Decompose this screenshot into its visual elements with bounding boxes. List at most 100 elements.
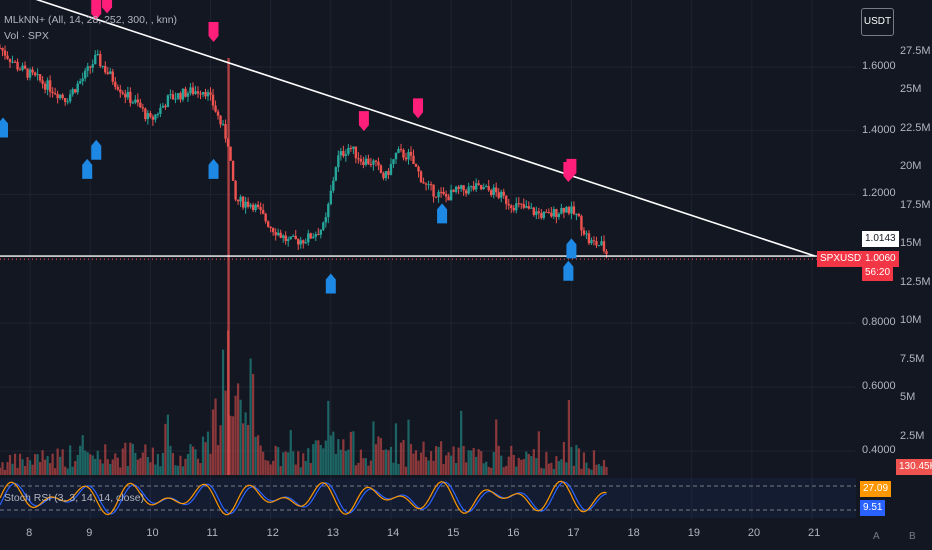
currency-button[interactable]: USDT [861, 8, 894, 36]
candle-body [447, 196, 450, 201]
corner-label-a[interactable]: A [873, 531, 880, 542]
volume-bar [367, 465, 370, 475]
volume-bar [572, 465, 576, 475]
volume-bar [560, 459, 563, 475]
volume-bar [527, 453, 530, 475]
volume-bar [194, 449, 197, 475]
candle-body [427, 184, 430, 186]
x-tick-label-10: 10 [146, 527, 159, 539]
candle-body [21, 65, 24, 70]
candle-body [271, 227, 275, 233]
volume-bar [525, 451, 528, 475]
candle-body [309, 233, 312, 239]
candle-body [294, 235, 297, 240]
stoch-d-tag: 9.51 [860, 500, 886, 516]
volume-bar [214, 398, 217, 475]
candle-body [372, 160, 375, 165]
volume-bar [587, 468, 591, 475]
candle-body [0, 47, 2, 49]
volume-bar [542, 468, 545, 475]
volume-tick-label-2.5M: 2.5M [900, 429, 925, 442]
candle-body [592, 240, 596, 242]
candle-body [36, 74, 39, 76]
candle-body [109, 71, 112, 74]
volume-bars [0, 58, 608, 475]
candle-body [166, 95, 170, 108]
candle-body [417, 166, 420, 172]
volume-bar [369, 460, 373, 475]
candle-body [322, 222, 325, 230]
candle-body [374, 160, 378, 162]
candle-body [527, 206, 531, 209]
candle-body [520, 203, 523, 205]
indicator-stoch-label[interactable]: Stoch RSI (3, 3, 14, 14, close) [4, 492, 145, 504]
volume-bar [259, 445, 262, 475]
candle-body [116, 86, 119, 90]
volume-bar [101, 463, 104, 475]
indicator-mlknn-label[interactable]: MLkNN+ (All, 14, 28, 252, 300, , knn) [4, 14, 178, 26]
candle-body [379, 165, 383, 173]
candle-body [18, 69, 22, 71]
candle-body [139, 102, 142, 108]
volume-bar [134, 452, 137, 475]
candle-body [111, 71, 114, 82]
candle-body [492, 187, 495, 196]
candle-body [334, 167, 338, 181]
volume-bar [322, 448, 325, 475]
volume-bar [387, 450, 390, 475]
candle-body [602, 241, 606, 252]
candle-body [23, 65, 27, 69]
candle-body [329, 190, 333, 205]
volume-bar [221, 349, 225, 475]
volume-bar [394, 423, 398, 475]
volume-bar [161, 452, 165, 475]
candle-body [505, 195, 508, 204]
candle-body [91, 64, 94, 68]
volume-bar [419, 452, 423, 475]
volume-bar [342, 439, 345, 475]
buy-signal-marker [566, 238, 577, 259]
candle-body [221, 124, 225, 126]
volume-bar [282, 452, 285, 475]
sell-signal-marker [102, 0, 113, 14]
volume-bar [196, 458, 200, 475]
candle-body [159, 107, 162, 114]
volume-bar [61, 449, 64, 475]
candle-body [234, 180, 237, 200]
volume-tick-label-12.5M: 12.5M [900, 275, 931, 288]
stoch-k-line [0, 480, 607, 516]
candle-body [292, 235, 295, 237]
volume-bar [537, 431, 540, 475]
price-tick-label-0.4000: 0.4000 [862, 444, 896, 456]
volume-bar [136, 459, 139, 475]
price-tick-label-0.6000: 0.6000 [862, 380, 896, 392]
volume-bar [206, 431, 210, 475]
volume-bar [427, 460, 430, 475]
volume-bar [580, 468, 583, 475]
volume-bar [211, 409, 215, 475]
volume-bar [69, 445, 72, 475]
volume-tick-label-10M: 10M [900, 314, 922, 326]
volume-bar [274, 445, 277, 475]
volume-bar [377, 436, 380, 475]
volume-bar [277, 447, 280, 475]
indicator-volume-label[interactable]: Vol · SPX [4, 30, 49, 42]
corner-label-b[interactable]: B [909, 531, 916, 542]
volume-bar [191, 446, 195, 475]
volume-bar [284, 451, 287, 475]
candle-body [367, 158, 370, 165]
volume-bar [600, 466, 603, 475]
volume-bar [299, 467, 302, 475]
volume-bar [28, 460, 32, 475]
candle-body [517, 203, 520, 205]
volume-tick-label-15M: 15M [900, 237, 922, 249]
candle-body [552, 209, 556, 217]
candle-body [377, 161, 380, 166]
volume-bar [66, 468, 69, 475]
volume-bar [480, 451, 483, 475]
candle-body [96, 53, 99, 55]
volume-bar [535, 458, 538, 475]
candle-body [219, 115, 222, 125]
volume-bar [249, 358, 252, 475]
